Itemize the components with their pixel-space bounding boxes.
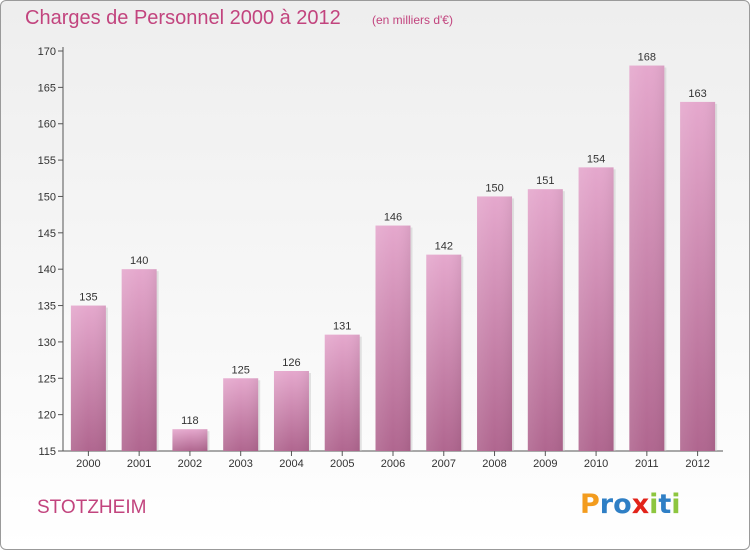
x-tick-label: 2007 <box>432 458 456 470</box>
bar-highlight <box>680 101 716 451</box>
logo-letter: x <box>631 489 650 520</box>
bar-highlight <box>477 196 513 451</box>
logo-letter: r <box>599 489 614 520</box>
data-label: 154 <box>587 153 605 165</box>
x-tick-label: 2005 <box>330 458 354 470</box>
data-label: 151 <box>536 175 554 187</box>
x-tick-label: 2009 <box>533 458 557 470</box>
bar-highlight <box>223 378 259 451</box>
x-tick-label: 2011 <box>635 458 659 470</box>
y-tick-label: 160 <box>38 119 56 131</box>
bar-highlight <box>375 225 411 451</box>
bars: 135 140 118 125 126 131 146 142 150 151 154 168 163 <box>70 52 718 451</box>
commune-name: STOTZHEIM <box>37 497 147 518</box>
data-label: 150 <box>485 182 503 194</box>
bar-highlight <box>273 371 309 451</box>
y-tick-label: 145 <box>38 228 56 240</box>
x-tick-label: 2003 <box>228 458 252 470</box>
bar-highlight <box>527 189 563 451</box>
proxiti-logo: Proxiti <box>580 489 681 520</box>
y-tick-label: 135 <box>38 301 56 313</box>
data-label: 146 <box>384 212 402 224</box>
bar-highlight <box>629 65 665 451</box>
logo-letter: t <box>658 489 672 520</box>
x-tick-label: 2008 <box>482 458 506 470</box>
data-label: 140 <box>130 255 148 267</box>
data-label: 163 <box>688 88 706 100</box>
data-label: 131 <box>333 321 351 333</box>
data-label: 168 <box>638 52 656 64</box>
data-label: 142 <box>435 241 453 253</box>
bar-highlight <box>70 305 106 451</box>
y-tick-label: 115 <box>38 446 56 458</box>
logo-letter: i <box>671 489 681 520</box>
bar-highlight <box>172 429 208 451</box>
x-tick-label: 2000 <box>76 458 100 470</box>
logo-letter: i <box>649 489 659 520</box>
x-tick-label: 2002 <box>178 458 202 470</box>
logo-letter: o <box>613 489 632 520</box>
data-label: 135 <box>79 292 97 304</box>
logo-letter: P <box>580 489 600 520</box>
x-tick-label: 2010 <box>584 458 608 470</box>
x-tick-label: 2012 <box>685 458 709 470</box>
y-axis: 115 120 125 130 135 140 145 150 155 160 165 170 <box>38 46 64 458</box>
chart-title: Charges de Personnel 2000 à 2012 <box>25 7 341 29</box>
y-tick-label: 140 <box>38 264 56 276</box>
x-tick-label: 2004 <box>279 458 303 470</box>
chart-subtitle: (en milliers d'€) <box>372 13 453 27</box>
data-label: 126 <box>282 357 300 369</box>
y-tick-label: 150 <box>38 191 56 203</box>
y-tick-label: 125 <box>38 373 56 385</box>
data-label: 125 <box>232 364 250 376</box>
x-tick-label: 2006 <box>381 458 405 470</box>
y-tick-label: 155 <box>38 155 56 167</box>
x-tick-label: 2001 <box>127 458 151 470</box>
y-tick-label: 130 <box>38 337 56 349</box>
x-axis: 2000 2001 2002 2003 2004 2005 2006 2007 2008 2009… <box>63 450 723 470</box>
bar-highlight <box>324 334 360 451</box>
data-label: 118 <box>181 415 199 427</box>
bar-highlight <box>426 254 462 451</box>
y-tick-label: 165 <box>38 82 56 94</box>
bar-highlight <box>121 269 157 451</box>
bar-highlight <box>578 167 614 451</box>
y-tick-label: 120 <box>38 410 56 422</box>
y-tick-label: 170 <box>38 46 56 58</box>
